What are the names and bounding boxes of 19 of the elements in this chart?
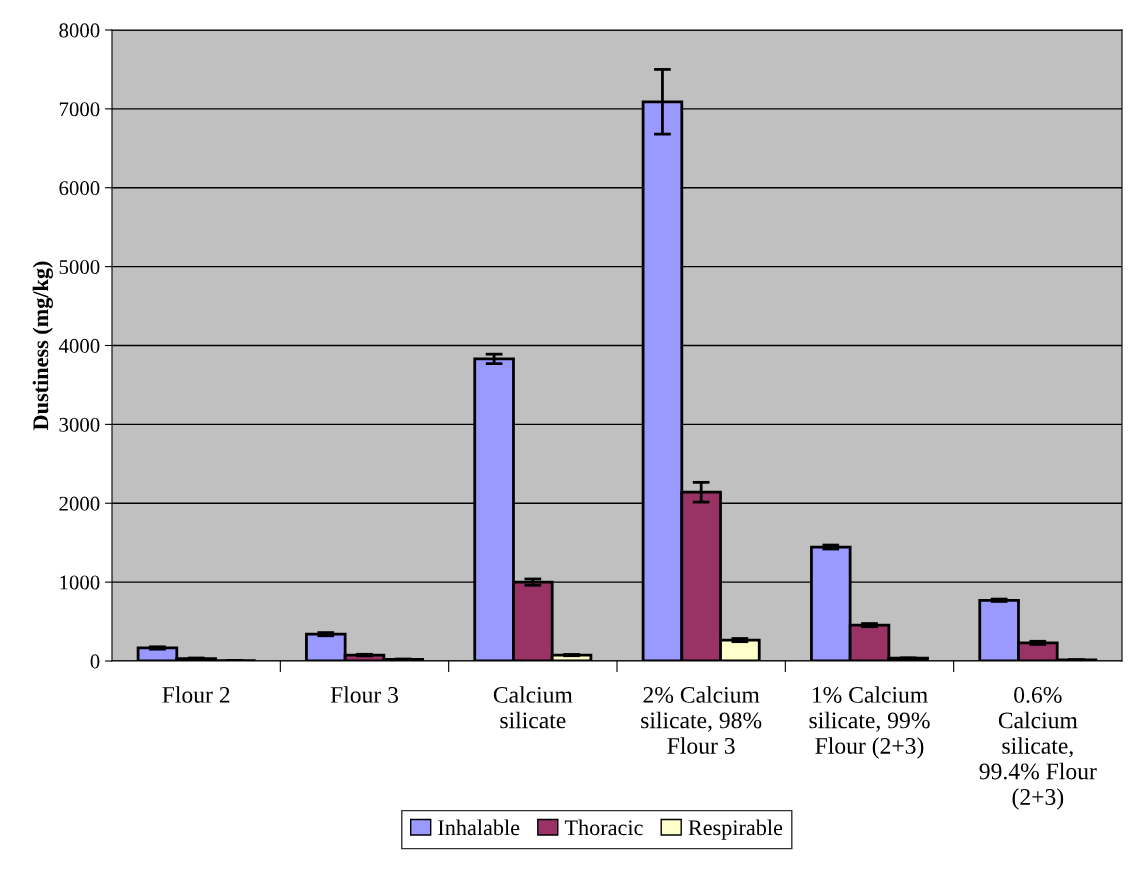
- y-tick-label: 3000: [59, 417, 100, 432]
- y-tick-label: 6000: [59, 181, 100, 196]
- y-tick-label: 8000: [59, 23, 100, 38]
- y-tick-label: 7000: [59, 102, 100, 117]
- x-tick-label: 2% Calcium silicate, 98% Flour 3: [641, 686, 762, 754]
- x-tick-label: Flour 3: [330, 686, 399, 703]
- y-tick-label: 0: [90, 654, 100, 669]
- x-tick-label: Flour 2: [162, 686, 230, 703]
- y-tick-label: 4000: [58, 338, 100, 353]
- x-tick-label: 0.6% Calcium silicate, 99.4% Flour (2+3): [979, 686, 1097, 810]
- x-tick-label: Calcium silicate: [493, 686, 573, 729]
- legend-label: Thoracic: [564, 819, 643, 836]
- legend-label: Inhalable: [438, 819, 520, 836]
- y-tick-label: 1000: [60, 575, 100, 590]
- y-axis-title: Dustiness (mg/kg): [32, 261, 53, 430]
- y-tick-label: 5000: [59, 260, 100, 275]
- y-tick-label: 2000: [59, 496, 100, 511]
- legend-label: Respirable: [688, 819, 783, 840]
- x-tick-label: 1% Calcium silicate, 99% Flour (2+3): [809, 686, 930, 759]
